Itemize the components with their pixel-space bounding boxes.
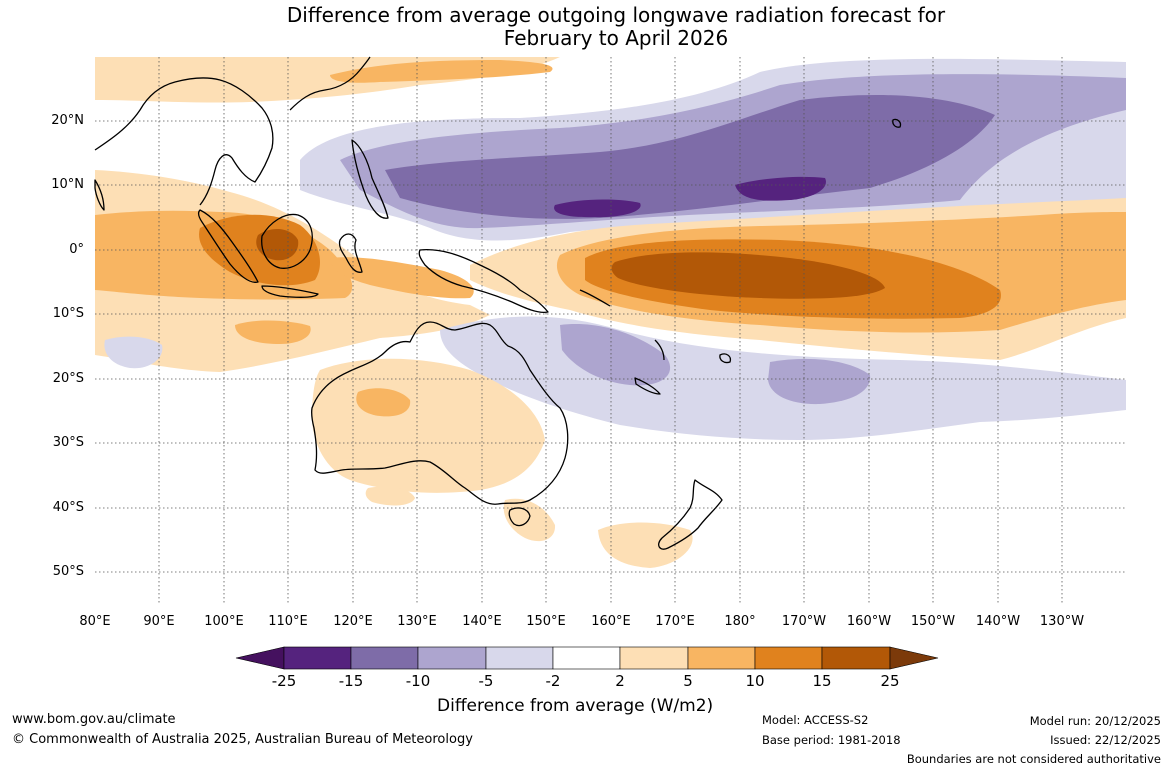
colorbar-swatch bbox=[552, 646, 621, 670]
colorbar-tick: -10 bbox=[405, 672, 431, 690]
colorbar-tick: 10 bbox=[745, 672, 765, 690]
lon-label-110e: 110°E bbox=[268, 614, 308, 629]
chart-title: Difference from average outgoing longwav… bbox=[0, 4, 1173, 50]
coastline-sumatra bbox=[198, 209, 259, 283]
model-run-date: Model run: 20/12/2025 bbox=[1029, 714, 1161, 728]
lon-label-150w: 150°W bbox=[910, 614, 956, 629]
coastline-vanuatu bbox=[654, 339, 665, 361]
model-name: Model: ACCESS-S2 bbox=[762, 713, 869, 727]
colorbar-tick: -2 bbox=[545, 672, 561, 690]
field-pos-5-australia bbox=[356, 388, 411, 417]
lon-label-100e: 100°E bbox=[204, 614, 244, 629]
colorbar-swatch bbox=[821, 646, 891, 670]
map-gridlines bbox=[95, 57, 1126, 605]
coastline-fiji bbox=[719, 353, 732, 364]
coastline-new-guinea bbox=[418, 249, 549, 314]
colorbar-tick: 2 bbox=[615, 672, 625, 690]
issued-date: Issued: 22/12/2025 bbox=[1050, 733, 1161, 747]
lat-label-eq: 0° bbox=[69, 242, 84, 257]
field-neg-5-south-pacific-b bbox=[768, 358, 871, 405]
copyright-notice: © Commonwealth of Australia 2025, Austra… bbox=[12, 732, 473, 747]
field-pos-2-tasmania bbox=[503, 498, 556, 542]
lon-label-170e: 170°E bbox=[655, 614, 695, 629]
lon-label-130w: 130°W bbox=[1039, 614, 1085, 629]
lon-label-90e: 90°E bbox=[143, 614, 175, 629]
field-pos-2-great-australian-bight bbox=[365, 486, 415, 506]
boundaries-disclaimer: Boundaries are not considered authoritat… bbox=[906, 752, 1161, 766]
colorbar-extend-high bbox=[889, 646, 939, 670]
colorbar-swatch bbox=[485, 646, 554, 670]
colorbar-label: Difference from average (W/m2) bbox=[437, 696, 714, 716]
olr-anomaly-map bbox=[94, 56, 1126, 605]
coastline-new-caledonia bbox=[634, 377, 661, 395]
coastline-philippines bbox=[351, 139, 389, 219]
field-neg-2-indian-south bbox=[104, 336, 163, 369]
coastline-sulawesi bbox=[338, 233, 363, 273]
lon-label-140e: 140°E bbox=[462, 614, 502, 629]
field-pos-2-new-zealand bbox=[598, 522, 693, 568]
colorbar-tick: 15 bbox=[812, 672, 832, 690]
field-neg-10-nw-pacific bbox=[385, 95, 995, 219]
field-pos-5-south-china bbox=[330, 60, 553, 83]
lon-label-80e: 80°E bbox=[79, 614, 111, 629]
lat-label-10n: 10°N bbox=[51, 177, 84, 192]
lon-label-130e: 130°E bbox=[397, 614, 437, 629]
coastline-new-zealand bbox=[658, 479, 723, 550]
colorbar-swatch bbox=[417, 646, 487, 670]
lon-label-120e: 120°E bbox=[333, 614, 373, 629]
field-neg-15-nw-pacific-b bbox=[735, 176, 826, 201]
coastline-hawaii bbox=[892, 118, 902, 128]
colorbar-swatch bbox=[619, 646, 689, 670]
lon-label-150e: 150°E bbox=[526, 614, 566, 629]
coastline-australia bbox=[310, 321, 569, 505]
lat-label-30s: 30°S bbox=[52, 435, 84, 450]
title-line-2: February to April 2026 bbox=[503, 26, 729, 50]
colorbar-tick: -5 bbox=[478, 672, 494, 690]
base-period: Base period: 1981-2018 bbox=[762, 733, 901, 747]
field-neg-15-nw-pacific-a bbox=[554, 199, 641, 218]
field-pos-5-south-indian bbox=[235, 320, 311, 344]
title-line-1: Difference from average outgoing longwav… bbox=[286, 3, 946, 27]
lat-label-20n: 20°N bbox=[51, 113, 84, 128]
lat-label-40s: 40°S bbox=[52, 500, 84, 515]
lon-label-160e: 160°E bbox=[591, 614, 631, 629]
field-pos-5-arafura bbox=[330, 257, 474, 299]
lat-label-10s: 10°S bbox=[52, 306, 84, 321]
colorbar-tick: -15 bbox=[338, 672, 364, 690]
coastlines bbox=[94, 56, 902, 550]
colorbar-swatch bbox=[350, 646, 419, 670]
colorbar-tick: -25 bbox=[271, 672, 297, 690]
coastline-solomons bbox=[579, 289, 611, 307]
colorbar-legend bbox=[235, 646, 939, 670]
colorbar-tick: 5 bbox=[683, 672, 693, 690]
field-pos-15-maritime bbox=[256, 228, 299, 261]
lat-label-50s: 50°S bbox=[52, 564, 84, 579]
coastline-java bbox=[261, 285, 319, 298]
lon-label-140w: 140°W bbox=[975, 614, 1021, 629]
colorbar-extend-low bbox=[235, 646, 285, 670]
field-neg-5-south-pacific-a bbox=[560, 324, 671, 386]
coastline-india-tip bbox=[94, 179, 105, 211]
colorbar-swatch bbox=[754, 646, 823, 670]
coastline-borneo bbox=[261, 213, 313, 269]
coastline-asia bbox=[94, 56, 371, 206]
lon-label-160w: 160°W bbox=[846, 614, 892, 629]
anomaly-fields bbox=[95, 57, 1126, 568]
colorbar-tick: 25 bbox=[880, 672, 900, 690]
lon-label-170w: 170°W bbox=[781, 614, 827, 629]
colorbar-swatch bbox=[687, 646, 756, 670]
lat-label-20s: 20°S bbox=[52, 371, 84, 386]
field-pos-15-equatorial-pacific bbox=[611, 252, 885, 299]
coastline-tasmania bbox=[508, 507, 531, 527]
lon-label-180: 180° bbox=[724, 614, 756, 629]
colorbar-swatch bbox=[283, 646, 352, 670]
website-link[interactable]: www.bom.gov.au/climate bbox=[12, 712, 176, 727]
